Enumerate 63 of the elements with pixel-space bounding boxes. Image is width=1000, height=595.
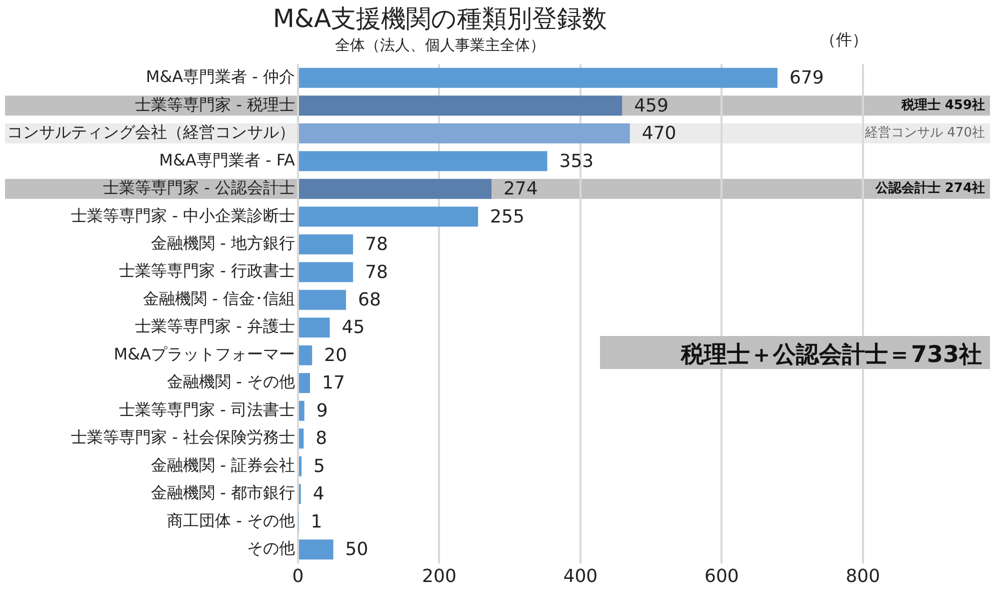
bar (299, 178, 492, 199)
y-tick-label: コンサルティング会社（経営コンサル） (7, 122, 295, 142)
band-label: 経営コンサル 470社 (864, 126, 985, 141)
y-tick-label: 金融機関 - 地方銀行 (151, 233, 295, 252)
x-tick-label: 0 (292, 566, 304, 587)
x-tick-label: 400 (563, 566, 598, 587)
data-label: 274 (503, 178, 538, 200)
data-label: 9 (316, 400, 328, 422)
data-label: 68 (358, 290, 381, 310)
text: （件） (820, 30, 868, 51)
bar (299, 151, 548, 172)
x-tick-label: 800 (846, 566, 880, 587)
bar (299, 262, 354, 282)
chart-title: M&A支援機関の種類別登録数 (272, 3, 608, 35)
data-label: 50 (345, 539, 368, 560)
bar (299, 234, 354, 254)
y-tick-label: M&A専門業者 - 仲介 (146, 67, 295, 86)
bar (299, 345, 312, 366)
data-label: 470 (642, 123, 676, 144)
y-tick-label: 士業等専門家 - 弁護士 (135, 316, 295, 336)
y-tick-label: 士業等専門家 - 中小企業診断士 (71, 206, 295, 225)
y-tick-label: その他 (247, 538, 295, 558)
y-tick-label: 士業等専門家 - 司法書士 (119, 400, 295, 419)
data-label: 4 (312, 484, 324, 505)
y-tick-label: 商工団体 - その他 (167, 510, 295, 530)
bar (299, 400, 304, 421)
data-label: 8 (316, 428, 328, 450)
bar (299, 96, 622, 116)
y-tick-label: 士業等専門家 - 行政書士 (119, 261, 295, 280)
x-tick-label: 600 (704, 566, 739, 587)
data-label: 1 (310, 511, 322, 532)
data-label: 78 (365, 262, 388, 283)
bar (299, 290, 346, 310)
data-label: 679 (789, 68, 824, 89)
data-label: 255 (490, 206, 524, 228)
y-tick-label: 金融機関 - 証券会社 (151, 455, 295, 474)
y-tick-label: 士業等専門家 - 公認会計士 (103, 178, 295, 198)
bar (299, 373, 310, 394)
y-tick-label: 金融機関 - その他 (167, 372, 295, 392)
data-label: 459 (634, 95, 668, 116)
chart-subtitle: 全体（法人、個人事業主全体） (334, 36, 546, 55)
data-label: 20 (324, 344, 348, 366)
y-tick-label: 士業等専門家 - 税理士 (135, 94, 295, 114)
data-label: 353 (559, 150, 594, 172)
data-label: 78 (365, 234, 388, 256)
x-tick-label: 200 (422, 566, 456, 587)
bar (299, 318, 330, 338)
data-label: 5 (314, 456, 325, 477)
band-label: 税理士 459社 (900, 96, 985, 113)
y-tick-label: M&A専門業者 - FA (159, 150, 296, 170)
bar (299, 540, 334, 560)
callout-box: 税理士＋公認会計士＝733社 (600, 336, 990, 369)
data-label: 17 (322, 372, 345, 394)
bar (299, 428, 304, 449)
data-label: 45 (342, 317, 365, 338)
y-tick-label: 金融機関 - 信金･信組 (143, 288, 295, 308)
y-tick-label: 金融機関 - 都市銀行 (151, 483, 295, 502)
bar (299, 456, 302, 476)
y-tick-label: 士業等専門家 - 社会保険労務士 (71, 428, 295, 447)
bar (299, 206, 478, 227)
y-tick-label: M&Aプラットフォーマー (114, 344, 295, 364)
bar (299, 68, 778, 88)
band-label: 公認会計士 274社 (874, 180, 985, 196)
